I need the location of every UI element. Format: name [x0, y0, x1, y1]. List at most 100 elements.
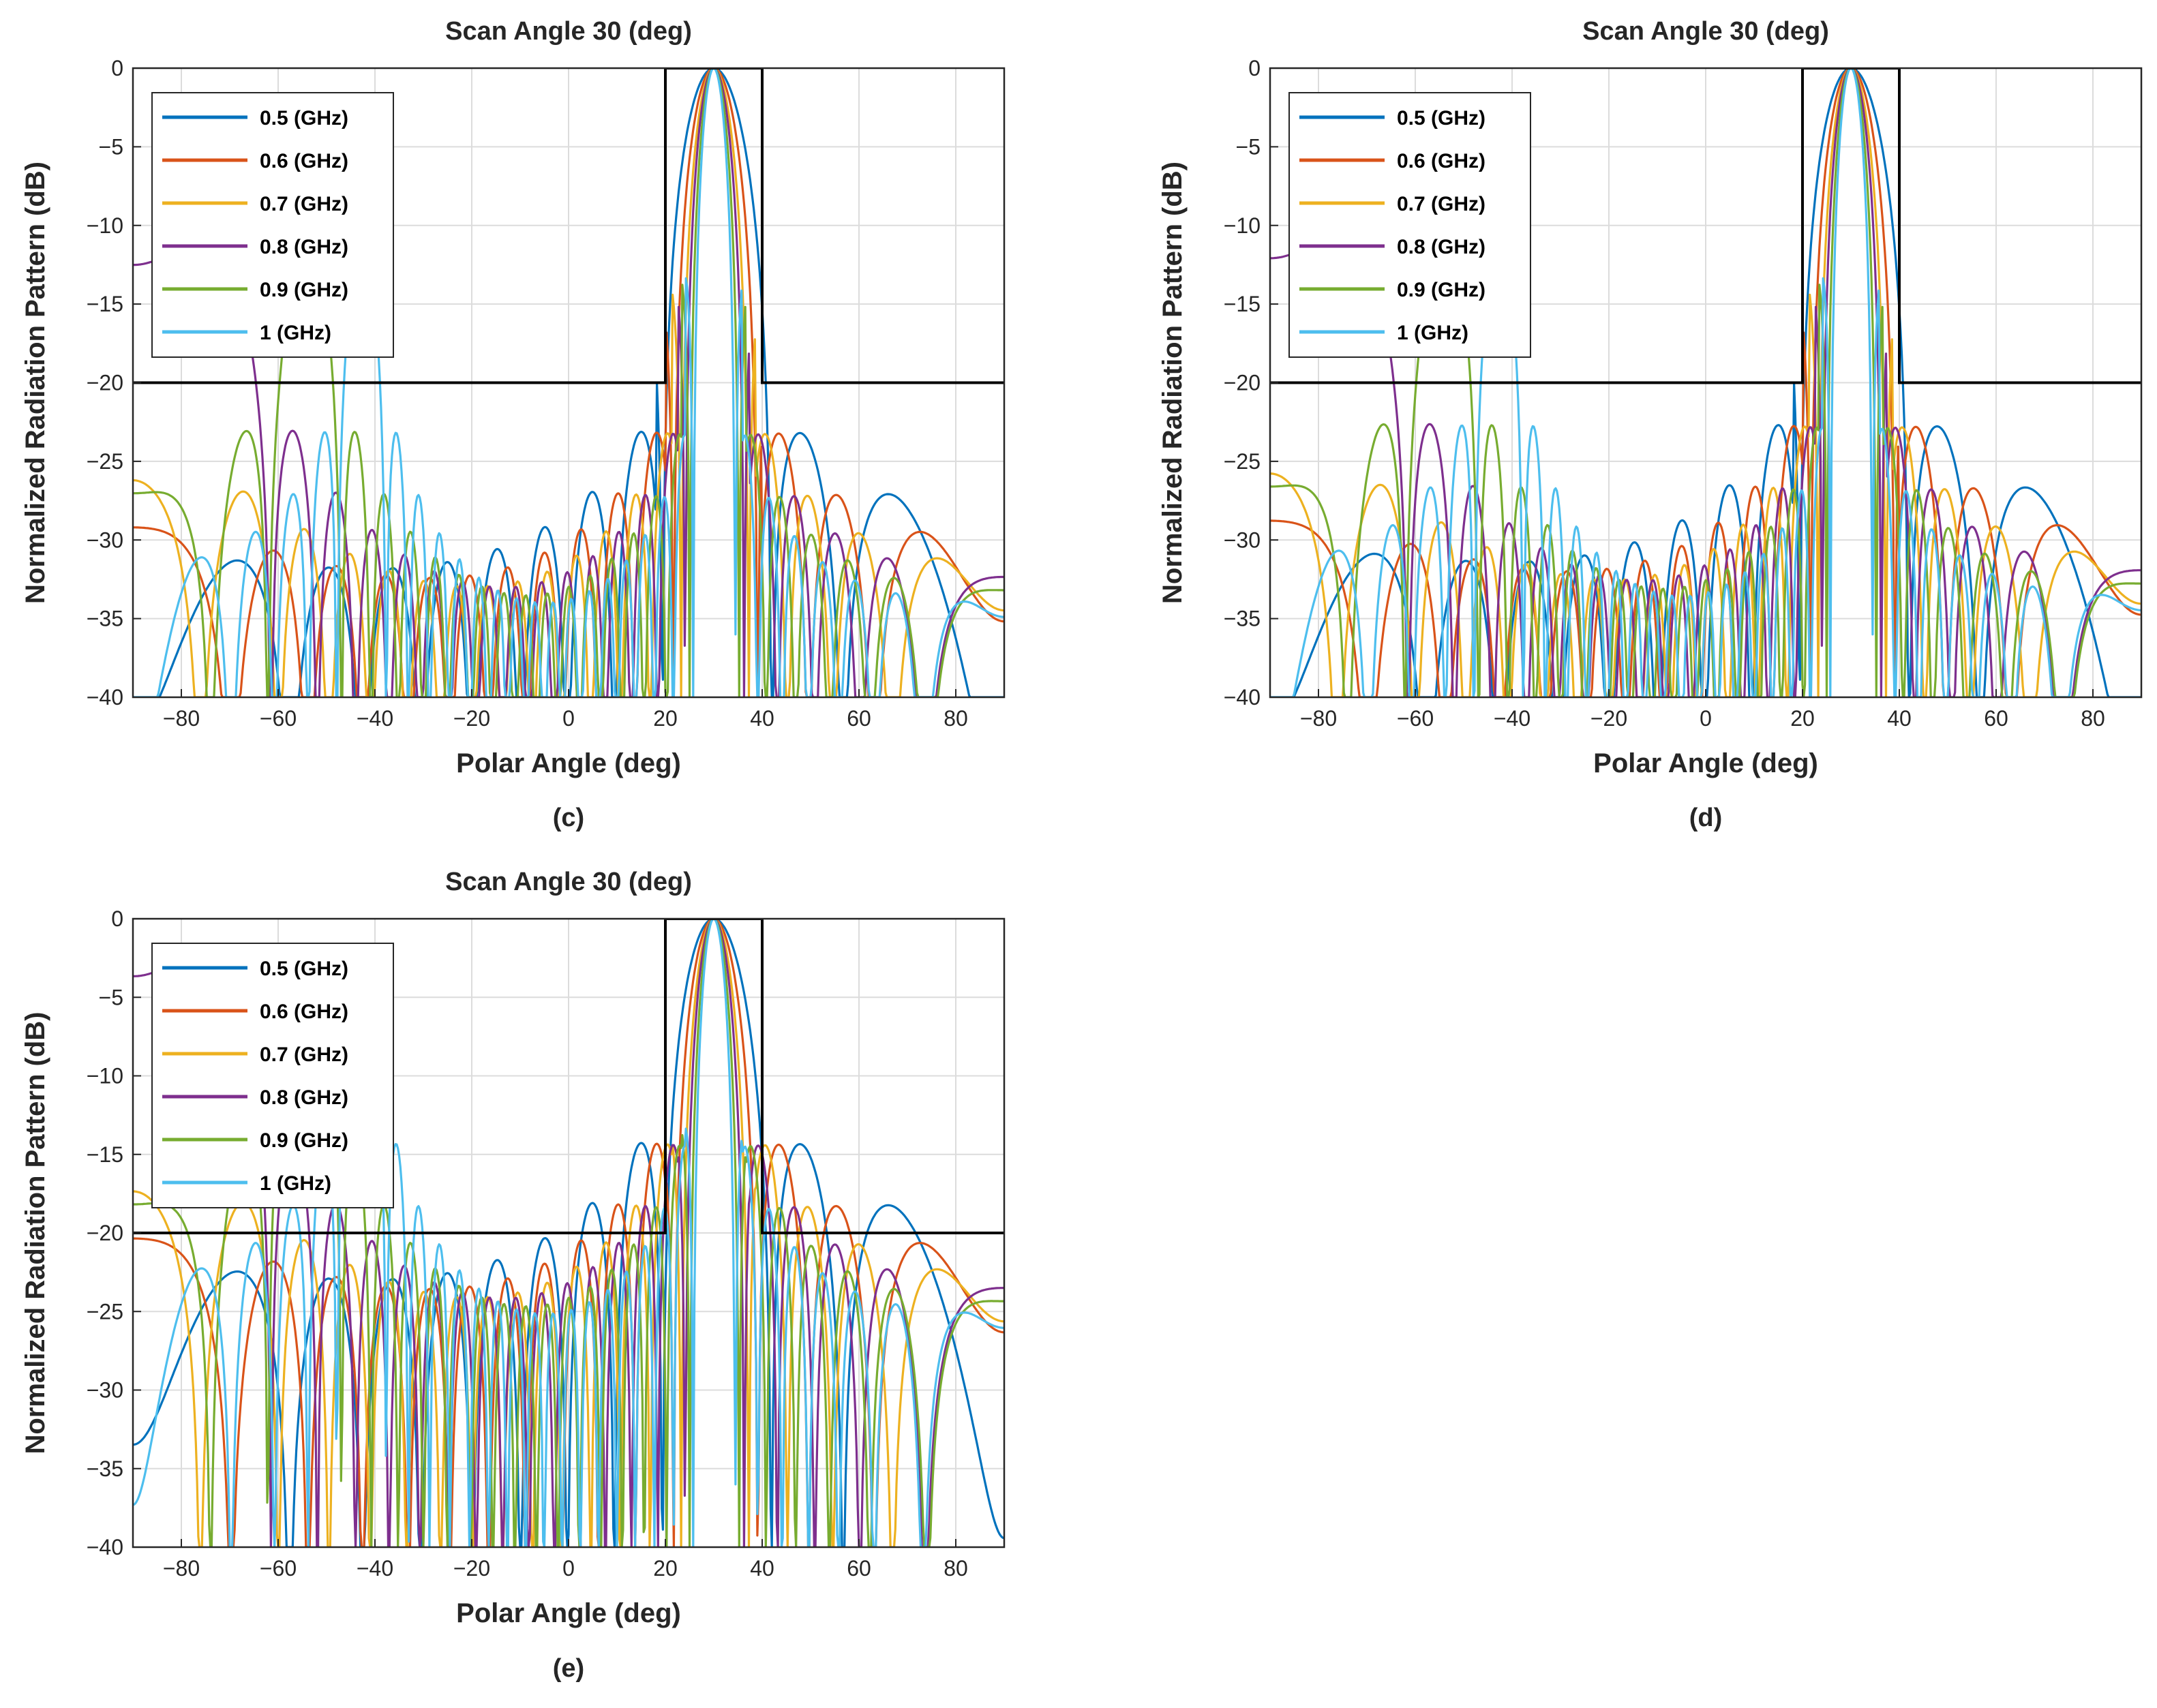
y-axis-label: Normalized Radiation Pattern (dB) — [20, 162, 50, 604]
mask-line — [133, 68, 1004, 384]
legend-label: 0.7 (GHz) — [260, 193, 348, 215]
y-tick-label: −25 — [87, 1299, 123, 1324]
chart-panel-2: −80 −60 −40 −20 0 20 40 60 80 0 −5 −10 −15 −20 −25 −30 −… — [20, 868, 1006, 1683]
legend-label: 0.7 (GHz) — [1397, 193, 1485, 215]
x-tick-label: 60 — [847, 1556, 871, 1581]
mask-line — [133, 919, 1004, 1234]
legend-label: 0.8 (GHz) — [1397, 236, 1485, 258]
x-tick-label: 40 — [750, 1556, 774, 1581]
legend-label: 0.6 (GHz) — [1397, 150, 1485, 172]
y-tick-label: −5 — [99, 134, 123, 159]
y-tick-label: −30 — [87, 1378, 123, 1403]
x-axis-label: Polar Angle (deg) — [456, 748, 681, 778]
legend-label: 0.8 (GHz) — [260, 236, 348, 258]
x-tick-label: −40 — [357, 1556, 393, 1581]
x-axis-label: Polar Angle (deg) — [456, 1598, 681, 1628]
y-tick-label: −15 — [87, 292, 123, 316]
y-tick-label: −5 — [99, 985, 123, 1009]
legend-box — [1288, 92, 1531, 358]
x-tick-label: −20 — [453, 706, 490, 731]
legend-label: 0.8 (GHz) — [260, 1086, 348, 1109]
x-tick-label: 20 — [653, 706, 678, 731]
x-tick-label: 40 — [1887, 706, 1912, 731]
series-line-1-ghz- — [133, 68, 1004, 697]
legend-label: 1 (GHz) — [260, 322, 331, 344]
legend-label: 0.6 (GHz) — [260, 1001, 348, 1023]
x-tick-label: 0 — [1700, 706, 1712, 731]
x-tick-label: 80 — [944, 1556, 968, 1581]
y-tick-label: −30 — [1224, 528, 1261, 552]
y-axis-label: Normalized Radiation Pattern (dB) — [1158, 162, 1188, 604]
y-tick-label: −5 — [1236, 134, 1261, 159]
y-tick-label: −35 — [87, 607, 123, 631]
series-group — [133, 919, 1004, 1547]
x-tick-label: −60 — [260, 1556, 297, 1581]
y-tick-label: −10 — [1224, 213, 1261, 238]
x-axis-label: Polar Angle (deg) — [1593, 748, 1818, 778]
x-tick-label: 60 — [847, 706, 871, 731]
y-tick-label: 0 — [1248, 56, 1261, 80]
legend-label: 0.5 (GHz) — [260, 958, 348, 980]
y-tick-label: −40 — [1224, 685, 1261, 710]
series-line-0-8-ghz- — [133, 68, 1004, 697]
y-tick-label: −20 — [87, 371, 123, 395]
chart-title: Scan Angle 30 (deg) — [445, 17, 692, 46]
series-line-1-ghz- — [133, 919, 1004, 1547]
x-tick-label: −80 — [1300, 706, 1337, 731]
legend-box — [151, 92, 394, 358]
y-tick-label: −15 — [1224, 292, 1261, 316]
x-tick-label: −60 — [1397, 706, 1434, 731]
x-tick-label: −40 — [1494, 706, 1530, 731]
chart-title: Scan Angle 30 (deg) — [445, 868, 692, 896]
legend-label: 0.6 (GHz) — [260, 150, 348, 172]
y-axis-label: Normalized Radiation Pattern (dB) — [20, 1012, 50, 1454]
y-tick-label: −35 — [1224, 607, 1261, 631]
x-tick-label: −20 — [1590, 706, 1627, 731]
x-tick-label: −60 — [260, 706, 297, 731]
series-line-0-9-ghz- — [133, 68, 1004, 697]
x-tick-label: −80 — [163, 706, 200, 731]
mask-line — [1270, 68, 2141, 384]
y-tick-label: −40 — [87, 685, 123, 710]
legend-label: 1 (GHz) — [260, 1172, 331, 1195]
panel-caption: (e) — [553, 1654, 584, 1683]
y-tick-label: −10 — [87, 1064, 123, 1088]
y-tick-label: −30 — [87, 528, 123, 552]
panel-caption: (d) — [1689, 804, 1723, 832]
x-tick-label: −20 — [453, 1556, 490, 1581]
x-tick-label: −80 — [163, 1556, 200, 1581]
x-tick-label: 0 — [562, 1556, 575, 1581]
panel-caption: (c) — [553, 804, 584, 832]
legend-label: 0.5 (GHz) — [260, 107, 348, 129]
chart-title: Scan Angle 30 (deg) — [1582, 17, 1829, 46]
series-line-0-8-ghz- — [133, 919, 1004, 1547]
y-tick-label: −40 — [87, 1535, 123, 1559]
x-tick-label: 20 — [653, 1556, 678, 1581]
series-group — [133, 68, 1004, 697]
series-group — [1270, 68, 2141, 697]
x-tick-label: −40 — [357, 706, 393, 731]
x-tick-label: 60 — [1984, 706, 2008, 731]
y-tick-label: −35 — [87, 1457, 123, 1481]
series-line-0-8-ghz- — [1270, 68, 2141, 697]
legend-box — [151, 943, 394, 1208]
legend-label: 0.9 (GHz) — [1397, 279, 1485, 301]
y-tick-label: −10 — [87, 213, 123, 238]
legend-label: 0.9 (GHz) — [260, 279, 348, 301]
x-tick-label: 20 — [1790, 706, 1815, 731]
legend-label: 0.5 (GHz) — [1397, 107, 1485, 129]
y-tick-label: −20 — [87, 1221, 123, 1245]
y-tick-label: −15 — [87, 1142, 123, 1167]
legend-label: 1 (GHz) — [1397, 322, 1468, 344]
series-line-0-9-ghz- — [1270, 68, 2141, 697]
legend-label: 0.7 (GHz) — [260, 1043, 348, 1066]
y-tick-label: 0 — [111, 56, 123, 80]
legend-label: 0.9 (GHz) — [260, 1129, 348, 1152]
x-tick-label: 0 — [562, 706, 575, 731]
x-tick-label: 40 — [750, 706, 774, 731]
y-tick-label: −25 — [1224, 449, 1261, 474]
y-tick-label: −25 — [87, 449, 123, 474]
chart-panel-1: −80 −60 −40 −20 0 20 40 60 80 0 −5 −10 −15 −20 −25 −30 −… — [1158, 17, 2143, 832]
series-line-1-ghz- — [1270, 68, 2141, 697]
